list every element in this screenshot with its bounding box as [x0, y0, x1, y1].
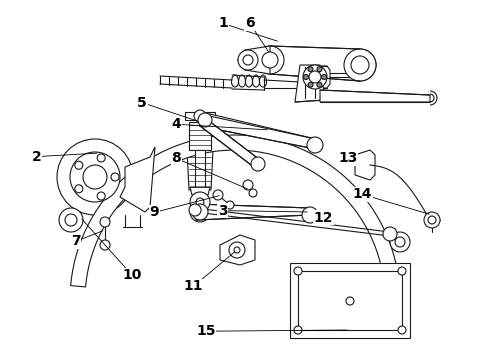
- Polygon shape: [120, 147, 155, 212]
- Text: 8: 8: [172, 152, 181, 165]
- Polygon shape: [196, 204, 310, 220]
- Circle shape: [100, 217, 110, 227]
- Polygon shape: [320, 90, 430, 102]
- Circle shape: [65, 214, 77, 226]
- Polygon shape: [295, 65, 325, 102]
- Text: 4: 4: [172, 117, 181, 131]
- Circle shape: [57, 139, 133, 215]
- Circle shape: [97, 192, 105, 200]
- Circle shape: [309, 71, 321, 83]
- Polygon shape: [195, 150, 205, 190]
- Circle shape: [226, 201, 234, 209]
- Circle shape: [111, 173, 119, 181]
- Circle shape: [243, 55, 253, 65]
- Circle shape: [251, 157, 265, 171]
- Circle shape: [238, 50, 258, 70]
- Circle shape: [249, 189, 257, 197]
- Circle shape: [346, 297, 354, 305]
- Circle shape: [424, 212, 440, 228]
- Text: 3: 3: [218, 204, 228, 217]
- Circle shape: [262, 52, 278, 68]
- Polygon shape: [190, 187, 210, 195]
- Polygon shape: [300, 66, 330, 88]
- Text: 13: 13: [338, 152, 358, 165]
- Circle shape: [70, 152, 120, 202]
- Circle shape: [294, 267, 302, 275]
- Text: 1: 1: [218, 17, 228, 30]
- Circle shape: [398, 326, 406, 334]
- Polygon shape: [238, 46, 270, 74]
- Polygon shape: [290, 263, 410, 338]
- Circle shape: [317, 67, 322, 72]
- Text: 5: 5: [137, 96, 147, 109]
- Circle shape: [398, 267, 406, 275]
- Circle shape: [213, 190, 223, 200]
- Circle shape: [229, 242, 245, 258]
- Polygon shape: [200, 114, 260, 168]
- Circle shape: [196, 198, 204, 206]
- Circle shape: [390, 232, 410, 252]
- Text: 11: 11: [184, 279, 203, 293]
- Polygon shape: [200, 114, 320, 150]
- Circle shape: [190, 192, 210, 212]
- Text: 7: 7: [71, 234, 81, 248]
- Text: 10: 10: [122, 269, 142, 282]
- Text: 15: 15: [196, 324, 216, 338]
- Circle shape: [97, 154, 105, 162]
- Polygon shape: [71, 135, 397, 287]
- Circle shape: [302, 207, 318, 223]
- Text: 9: 9: [149, 206, 159, 219]
- Circle shape: [192, 204, 208, 220]
- Circle shape: [256, 46, 284, 74]
- Circle shape: [351, 56, 369, 74]
- Circle shape: [303, 75, 309, 80]
- Circle shape: [303, 65, 327, 89]
- Circle shape: [234, 247, 240, 253]
- Text: 2: 2: [32, 150, 42, 163]
- Polygon shape: [270, 46, 360, 81]
- Circle shape: [100, 240, 110, 250]
- Circle shape: [344, 49, 376, 81]
- Circle shape: [294, 326, 302, 334]
- Text: 12: 12: [314, 211, 333, 225]
- Circle shape: [198, 113, 212, 127]
- Circle shape: [75, 161, 83, 169]
- Circle shape: [83, 165, 107, 189]
- Circle shape: [308, 82, 313, 87]
- Polygon shape: [355, 150, 375, 180]
- Circle shape: [395, 237, 405, 247]
- Text: 14: 14: [353, 188, 372, 201]
- Text: 6: 6: [245, 17, 255, 30]
- Polygon shape: [189, 122, 211, 150]
- Circle shape: [189, 204, 201, 216]
- Circle shape: [428, 216, 436, 224]
- Polygon shape: [220, 235, 255, 265]
- Circle shape: [243, 180, 253, 190]
- Polygon shape: [187, 150, 213, 190]
- Circle shape: [194, 110, 206, 122]
- Circle shape: [321, 75, 326, 80]
- Circle shape: [59, 208, 83, 232]
- Circle shape: [317, 82, 322, 87]
- Polygon shape: [298, 271, 402, 330]
- Circle shape: [308, 67, 313, 72]
- Circle shape: [75, 185, 83, 193]
- Polygon shape: [185, 112, 215, 120]
- Circle shape: [383, 227, 397, 241]
- Circle shape: [307, 137, 323, 153]
